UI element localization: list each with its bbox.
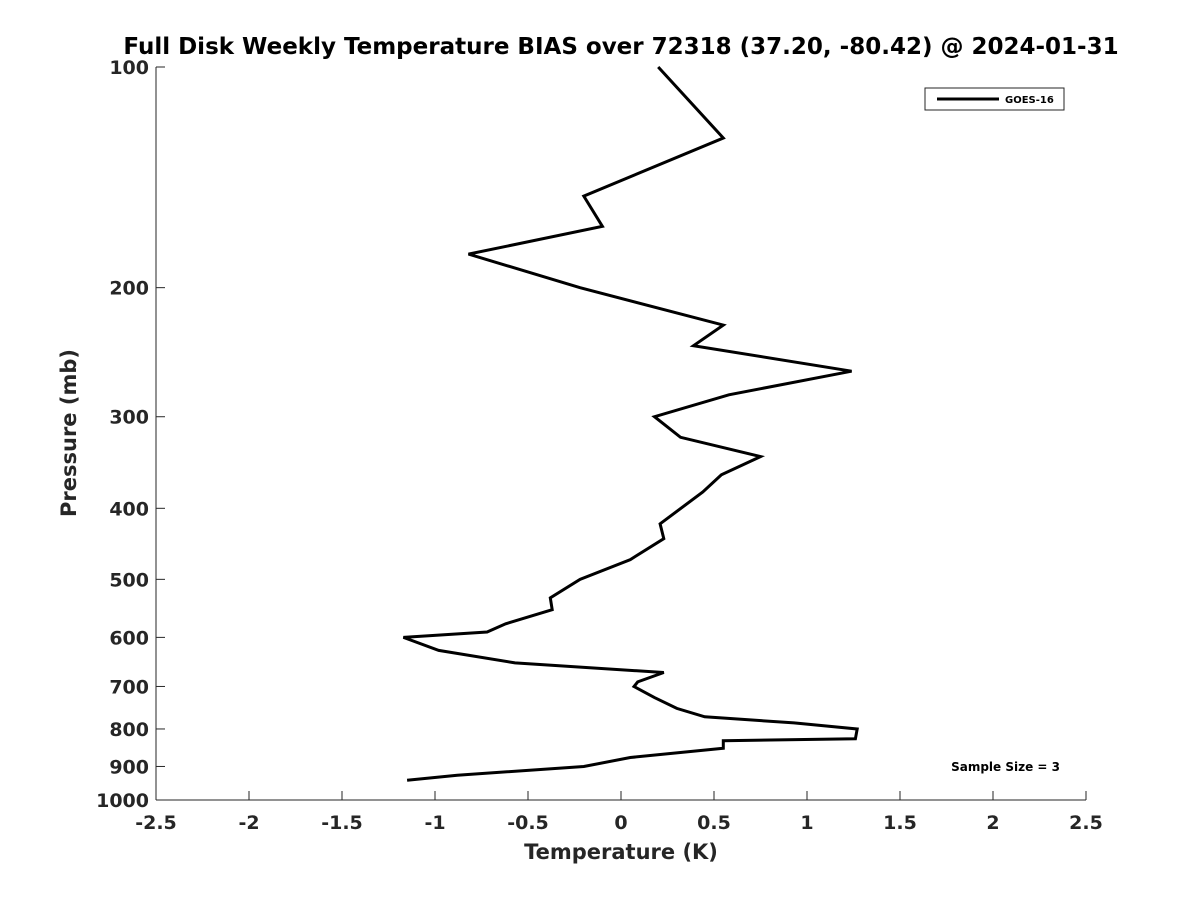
plot-area xyxy=(156,67,1086,800)
x-axis-label: Temperature (K) xyxy=(524,840,718,864)
y-tick-label: 600 xyxy=(109,627,149,649)
legend-entry-goes-16: GOES-16 xyxy=(1005,95,1054,106)
y-tick-label: 500 xyxy=(109,569,149,591)
x-tick-label: 0.5 xyxy=(697,812,731,834)
x-tick-label: 2.5 xyxy=(1069,812,1103,834)
y-ticks: 100 200 300 400 500 600 700 800 900 1000 xyxy=(96,57,165,812)
x-tick-label: -2 xyxy=(238,812,259,834)
x-tick-label: 1.5 xyxy=(883,812,917,834)
y-tick-label: 700 xyxy=(109,676,149,698)
y-tick-label: 300 xyxy=(109,407,149,429)
y-tick-label: 400 xyxy=(109,498,149,520)
y-axis-label: Pressure (mb) xyxy=(57,349,81,517)
x-tick-label: -1.5 xyxy=(321,812,363,834)
x-tick-label: 0 xyxy=(614,812,627,834)
series-layer xyxy=(402,65,859,782)
series-line-goes-16 xyxy=(402,65,859,782)
x-tick-label: -2.5 xyxy=(135,812,177,834)
y-tick-label: 900 xyxy=(109,756,149,778)
y-tick-label: 200 xyxy=(109,278,149,300)
x-tick-label: 2 xyxy=(986,812,999,834)
y-tick-label: 1000 xyxy=(96,790,149,812)
x-tick-label: -1 xyxy=(424,812,445,834)
y-tick-label: 100 xyxy=(109,57,149,79)
sample-size-annotation: Sample Size = 3 xyxy=(951,760,1060,774)
x-tick-label: -0.5 xyxy=(507,812,549,834)
y-tick-label: 800 xyxy=(109,719,149,741)
x-tick-label: 1 xyxy=(800,812,813,834)
legend: GOES-16 xyxy=(924,87,1065,111)
chart-title: Full Disk Weekly Temperature BIAS over 7… xyxy=(123,34,1118,60)
x-ticks: -2.5 -2 -1.5 -1 -0.5 0 0.5 1 1.5 2 2.5 xyxy=(135,791,1103,834)
